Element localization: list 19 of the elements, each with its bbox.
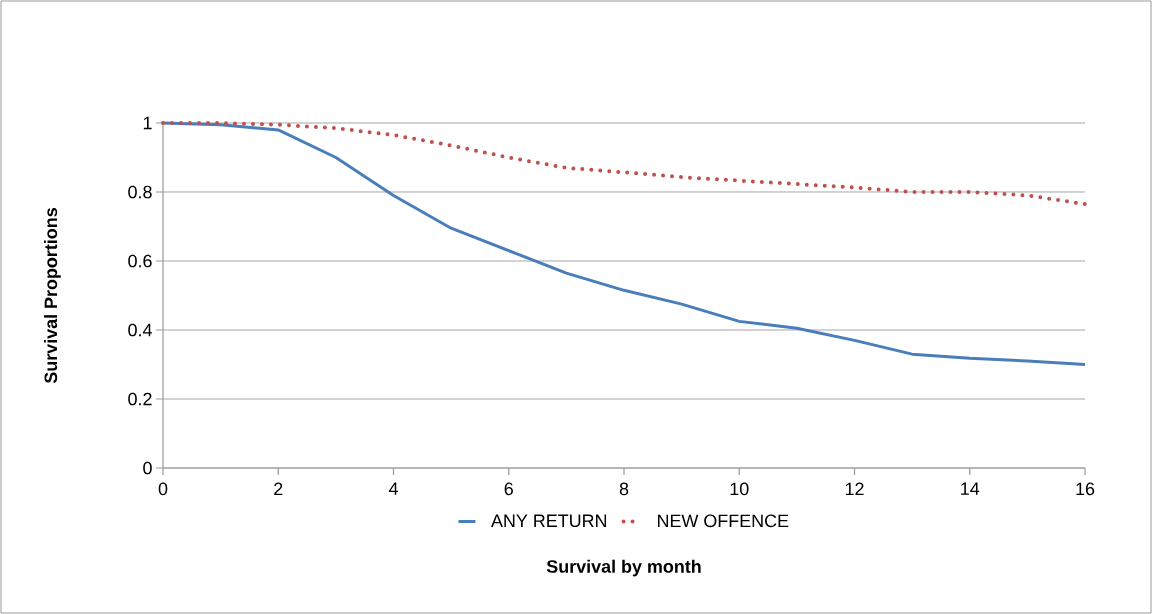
y-tick-label: 0.8 (128, 185, 152, 199)
x-tick-label: 4 (388, 482, 398, 495)
legend-label: NEW OFFENCE (658, 514, 789, 528)
y-tick-label: 0 (143, 461, 152, 475)
x-tick-label: 8 (619, 482, 629, 496)
x-tick-label: 14 (961, 482, 980, 495)
legend-label: ANY RETURN (491, 514, 607, 528)
x-tick-label: 2 (274, 482, 283, 496)
x-tick-label: 6 (504, 482, 513, 496)
x-tick-label: 10 (730, 482, 749, 496)
y-tick-label: 0.4 (128, 323, 152, 337)
y-axis-title: Survival Proportions (44, 208, 61, 384)
y-tick-label: 0.6 (128, 254, 152, 268)
x-tick-label: 16 (1076, 482, 1095, 496)
y-tick-label: 0.2 (128, 392, 152, 406)
x-tick-label: 0 (158, 482, 168, 496)
y-tick-label: 1 (143, 116, 152, 130)
x-tick-label: 12 (845, 482, 864, 496)
x-axis-title: Survival by month (546, 559, 701, 577)
